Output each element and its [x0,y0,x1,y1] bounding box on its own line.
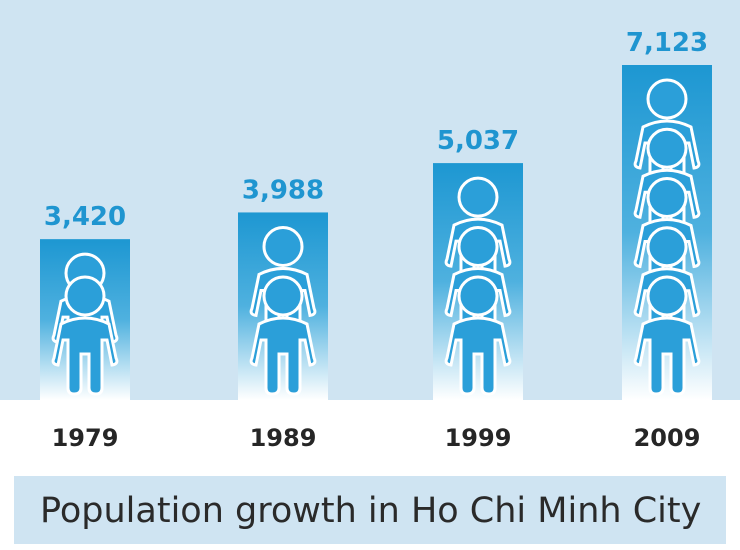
chart-title: Population growth in Ho Chi Minh City [40,491,701,531]
value-label-2009: 7,123 [626,28,708,58]
value-label-1979: 3,420 [44,202,126,232]
bars-layer: 3,420 1979 3,988 1989 5,037 1999 7,123 2009 [40,28,712,452]
year-label-1999: 1999 [445,424,512,452]
value-label-1999: 5,037 [437,126,519,156]
year-label-2009: 2009 [634,424,701,452]
value-label-1989: 3,988 [242,175,324,205]
title-panel: Population growth in Ho Chi Minh City [14,476,726,544]
title-panel-background [14,476,726,544]
year-label-1989: 1989 [250,424,317,452]
year-label-1979: 1979 [52,424,119,452]
year-strip [0,400,740,460]
